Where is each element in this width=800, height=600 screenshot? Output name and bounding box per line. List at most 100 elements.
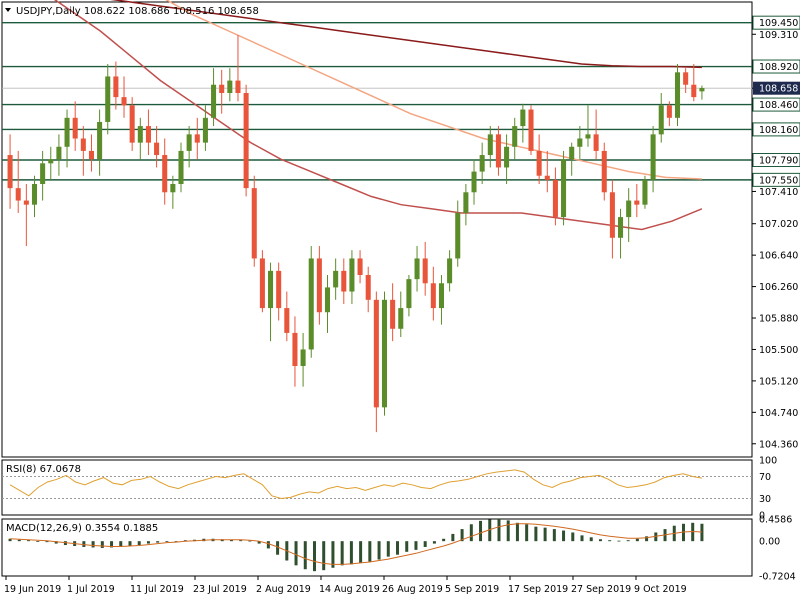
dropdown-triangle-icon[interactable]	[5, 8, 11, 12]
moving-average-mid-line	[165, 0, 702, 180]
macd-histogram-bar	[488, 519, 492, 542]
macd-tick-label: 0.4586	[759, 515, 792, 526]
level-label: 109.450	[759, 18, 798, 29]
candle-body-bearish	[145, 126, 151, 143]
level-label-box	[752, 153, 800, 168]
candle-body-bullish	[40, 163, 46, 184]
macd-histogram-bar	[396, 541, 400, 555]
candle-body-bearish	[292, 332, 298, 366]
candle-body-bearish	[88, 150, 94, 160]
candle-body-bullish	[308, 258, 314, 350]
macd-histogram-bar	[91, 541, 95, 548]
macd-histogram-bar	[626, 540, 630, 542]
level-label-box	[752, 97, 800, 112]
candle-body-bearish	[536, 150, 542, 176]
macd-histogram-bar	[156, 541, 160, 543]
candle-body-bearish	[528, 109, 534, 151]
candle-body-bullish	[137, 126, 143, 143]
macd-histogram-bar	[239, 540, 243, 542]
candle-body-bearish	[219, 84, 225, 93]
macd-histogram-bar	[45, 541, 49, 543]
macd-histogram-bar	[266, 541, 270, 549]
candle-body-bullish	[561, 159, 567, 218]
candle-body-bullish	[504, 146, 510, 168]
candle-body-bullish	[268, 270, 274, 309]
candle-body-bullish	[463, 192, 469, 213]
macd-histogram-bar	[635, 538, 639, 542]
macd-histogram-bar	[506, 520, 510, 542]
candle-body-bullish	[227, 80, 233, 93]
macd-panel-frame	[1, 518, 753, 577]
candle-body-bullish	[398, 308, 404, 329]
macd-histogram-bar	[146, 541, 150, 544]
candle-body-bearish	[430, 283, 436, 309]
macd-histogram-bar	[654, 532, 658, 542]
macd-histogram-bar	[303, 541, 307, 570]
candle-body-bearish	[194, 134, 200, 143]
candle-body-bearish	[80, 138, 86, 151]
x-tick-label: 23 Jul 2019	[193, 584, 247, 595]
candle-body-bearish	[609, 192, 615, 238]
x-tick-label: 2 Aug 2019	[256, 584, 311, 595]
x-tick-label: 1 Jul 2019	[67, 584, 115, 595]
macd-histogram-bar	[110, 541, 114, 548]
macd-histogram-bar	[183, 540, 187, 542]
candle-body-bullish	[520, 109, 526, 127]
price-panel-frame	[1, 1, 753, 458]
candle-body-bearish	[15, 188, 21, 201]
candle-body-bearish	[113, 76, 119, 98]
macd-histogram-bar	[479, 520, 483, 542]
macd-histogram-bar	[386, 541, 390, 557]
macd-histogram-bar	[515, 522, 519, 542]
candle-body-bullish	[178, 150, 184, 184]
x-tick-label: 9 Oct 2019	[634, 584, 687, 595]
candle-body-bullish	[406, 279, 412, 309]
candle-body-bearish	[666, 105, 672, 118]
macd-histogram-bar	[552, 529, 556, 542]
rsi-line	[9, 469, 702, 500]
level-label-box	[752, 122, 800, 137]
candle-body-bullish	[31, 184, 38, 205]
candle-body-bullish	[471, 171, 477, 193]
y-tick-label: 105.120	[759, 376, 798, 387]
rsi-panel-frame	[1, 459, 753, 516]
candle-body-bullish	[585, 134, 591, 139]
macd-histogram-bar	[27, 540, 31, 542]
rsi-tick-label: 70	[759, 472, 771, 483]
candle-body-bearish	[154, 142, 160, 156]
candle-body-bullish	[487, 134, 493, 156]
moving-average-long-line	[110, 0, 702, 69]
macd-histogram-bar	[229, 539, 233, 542]
macd-tick-label: 0.00	[759, 537, 780, 548]
rsi-tick-label: 0	[759, 511, 765, 522]
macd-histogram-bar	[645, 536, 649, 542]
candle-body-bearish	[634, 200, 640, 205]
macd-histogram-bar	[598, 539, 602, 542]
candle-body-bearish	[373, 299, 379, 408]
macd-histogram-bar	[340, 541, 344, 566]
macd-panel: 0.4586 0.00 -0.7204	[1, 515, 796, 583]
candle-body-bullish	[170, 184, 176, 193]
candle-body-bullish	[650, 134, 656, 180]
candle-body-bullish	[674, 72, 681, 118]
macd-histogram-bar	[414, 541, 418, 550]
candle-body-bearish	[691, 84, 697, 98]
rsi-tick-label: 100	[759, 456, 777, 467]
macd-histogram-bar	[617, 540, 621, 542]
candle-body-bearish	[365, 275, 371, 300]
candle-body-bearish	[121, 97, 127, 106]
candle-body-bearish	[552, 179, 558, 218]
candle-body-bullish	[97, 121, 103, 160]
macd-histogram-bar	[257, 541, 261, 544]
candle-body-bearish	[7, 155, 13, 189]
candle-body-bullish	[512, 126, 518, 147]
candle-body-bearish	[495, 134, 501, 168]
level-label-box	[752, 59, 800, 74]
macd-histogram-bar	[174, 541, 178, 542]
rsi-title: RSI(8) 67.0678	[6, 464, 81, 475]
macd-histogram-bar	[608, 540, 612, 542]
level-label-box	[752, 172, 800, 187]
candle-body-bullish	[447, 258, 453, 284]
macd-histogram-bar	[294, 541, 298, 566]
